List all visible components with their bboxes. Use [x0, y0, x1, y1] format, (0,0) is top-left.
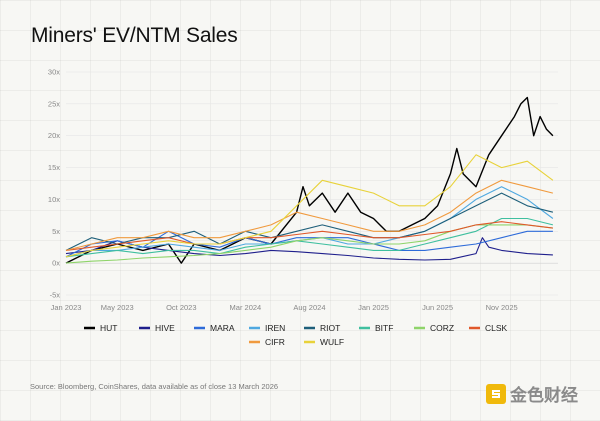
series-line-mara: [65, 230, 553, 258]
legend-item-riot: RIOT: [304, 323, 340, 333]
watermark-text: 金色财经: [510, 386, 578, 405]
chart-title: Miners' EV/NTM Sales: [31, 24, 238, 47]
legend-item-wulf: WULF: [304, 337, 344, 347]
y-tick-label: 0x: [52, 259, 60, 268]
x-tick-label: Jan 2023: [51, 303, 82, 312]
coin-logo-icon: [486, 383, 506, 404]
legend-item-corz: CORZ: [414, 323, 454, 333]
legend-item-clsk: CLSK: [469, 323, 508, 333]
legend-label: HUT: [100, 323, 117, 333]
x-tick-label: Mar 2024: [230, 303, 262, 312]
legend-label: CORZ: [430, 323, 454, 333]
watermark: 金色财经: [486, 381, 578, 406]
series-line-clsk: [65, 221, 553, 251]
legend-item-hive: HIVE: [139, 323, 175, 333]
legend-label: RIOT: [320, 323, 340, 333]
y-tick-label: 15x: [48, 163, 60, 172]
legend-label: IREN: [265, 323, 285, 333]
y-tick-label: 5x: [52, 227, 60, 236]
series-line-cifr: [65, 179, 554, 251]
legend-item-iren: IREN: [249, 323, 285, 333]
x-tick-label: May 2023: [101, 303, 134, 312]
legend-label: CLSK: [485, 323, 508, 333]
legend: HUT HIVE MARA IREN RIOT BITF CORZ CLSK CIFR WULF: [84, 323, 508, 347]
x-tick-label: Jun 2025: [422, 303, 453, 312]
x-tick-label: Oct 2023: [166, 303, 196, 312]
legend-item-mara: MARA: [194, 323, 235, 333]
legend-label: CIFR: [265, 337, 285, 347]
x-tick-label: Aug 2024: [293, 303, 325, 312]
legend-label: HIVE: [155, 323, 175, 333]
legend-label: WULF: [320, 337, 344, 347]
y-tick-label: 30x: [48, 68, 60, 77]
legend-label: MARA: [210, 323, 235, 333]
series-line-bitf: [65, 217, 554, 258]
y-gridlines: [66, 71, 558, 296]
y-tick-label: 25x: [48, 99, 60, 108]
y-tick-label: 10x: [48, 195, 60, 204]
legend-label: BITF: [375, 323, 393, 333]
legend-item-bitf: BITF: [359, 323, 393, 333]
source-note: Source: Bloomberg, CoinShares, data avai…: [30, 382, 279, 391]
y-axis-ticks: 30x 25x 20x 15x 10x 5x 0x -5x: [48, 68, 60, 300]
legend-item-cifr: CIFR: [249, 337, 285, 347]
legend-item-hut: HUT: [84, 323, 117, 333]
y-tick-label: -5x: [50, 291, 61, 300]
series-line-hive: [65, 237, 553, 261]
series-line-wulf: [65, 154, 554, 258]
x-tick-label: Jan 2025: [358, 303, 389, 312]
y-tick-label: 20x: [48, 131, 60, 140]
x-tick-label: Nov 2025: [486, 303, 518, 312]
series-lines: [65, 96, 554, 264]
series-line-riot: [65, 192, 554, 251]
x-axis-ticks: Jan 2023 May 2023 Oct 2023 Mar 2024 Aug 2024…: [51, 303, 518, 312]
